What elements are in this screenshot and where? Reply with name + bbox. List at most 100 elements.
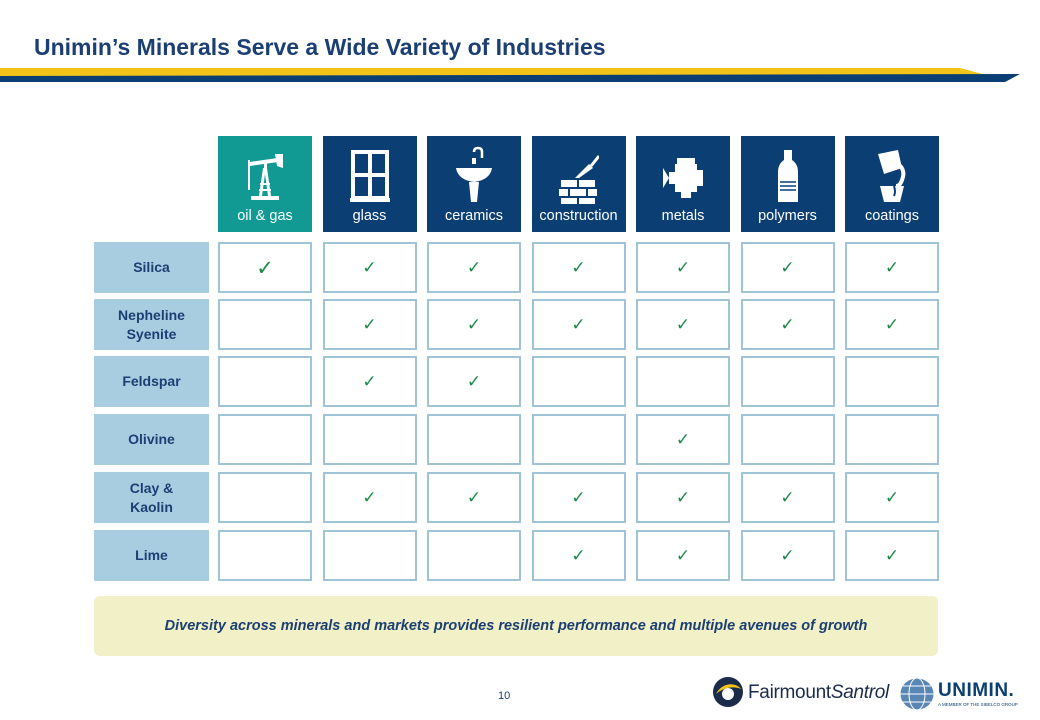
check-mark-cell: ✓ <box>322 472 417 523</box>
window-icon <box>349 150 390 202</box>
check-mark-cell: ✓ <box>845 530 939 581</box>
check-mark-cell: ✓ <box>322 299 417 350</box>
check-mark-cell: ✓ <box>636 299 730 350</box>
empty-cell <box>218 472 312 523</box>
check-mark-cell: ✓ <box>845 472 939 523</box>
check-mark-cell: ✓ <box>845 299 939 350</box>
oil-pump-icon <box>248 154 283 200</box>
check-mark-cell: ✓ <box>636 472 730 523</box>
check-mark-cell: ✓ <box>740 299 835 350</box>
empty-cell <box>218 356 312 407</box>
industry-header-oil-gas: oil & gas <box>218 136 312 232</box>
empty-cell <box>322 530 417 581</box>
empty-cell <box>740 356 835 407</box>
check-icon: ✓ <box>884 487 900 508</box>
check-mark-cell: ✓ <box>531 242 626 293</box>
check-icon: ✓ <box>362 257 377 278</box>
empty-cell <box>740 414 835 465</box>
industry-label: polymers <box>758 208 817 224</box>
mineral-label: Lime <box>94 530 209 581</box>
check-icon: ✓ <box>466 257 482 278</box>
unimin-logo: UNIMIN. A MEMBER OF THE SIBELCO GROUP <box>898 672 1022 716</box>
check-icon: ✓ <box>466 314 482 335</box>
check-mark-cell: ✓ <box>740 242 835 293</box>
engine-icon <box>663 158 703 198</box>
mineral-label: Clay & Kaolin <box>94 472 209 523</box>
check-icon: ✓ <box>675 545 691 566</box>
check-icon: ✓ <box>780 487 795 508</box>
diversity-banner: Diversity across minerals and markets pr… <box>94 596 938 656</box>
check-icon: ✓ <box>362 314 377 335</box>
check-mark-cell: ✓ <box>322 242 417 293</box>
check-icon: ✓ <box>362 487 377 508</box>
fairmount-swoosh-icon <box>713 677 743 707</box>
fairmount-santrol-logo: FairmountSantrol <box>712 676 892 710</box>
unimin-wordmark: UNIMIN. <box>938 680 1015 701</box>
check-icon: ✓ <box>780 545 795 566</box>
check-mark-cell: ✓ <box>740 472 835 523</box>
check-icon: ✓ <box>884 257 900 278</box>
check-mark-cell: ✓ <box>845 242 939 293</box>
check-icon: ✓ <box>675 314 691 335</box>
slide-title: Unimin’s Minerals Serve a Wide Variety o… <box>34 34 606 60</box>
paint-pour-icon <box>878 150 906 202</box>
industry-label: glass <box>352 208 387 224</box>
empty-cell <box>427 530 521 581</box>
empty-cell <box>531 356 626 407</box>
industry-header-glass: glass <box>322 136 417 232</box>
mineral-label: Silica <box>94 242 209 293</box>
check-mark-cell: ✓ <box>636 530 730 581</box>
industry-header-coatings: coatings <box>845 136 939 232</box>
globe-icon <box>899 677 935 711</box>
check-icon: ✓ <box>362 371 377 392</box>
empty-cell <box>636 356 730 407</box>
industry-label: coatings <box>864 208 919 224</box>
check-mark-cell: ✓ <box>531 530 626 581</box>
mineral-label: Olivine <box>94 414 209 465</box>
check-mark-cell: ✓ <box>636 242 730 293</box>
check-mark-cell: ✓ <box>531 299 626 350</box>
industry-label: construction <box>539 208 618 224</box>
empty-cell <box>218 299 312 350</box>
check-icon: ✓ <box>466 371 482 392</box>
industry-header-construction: construction <box>531 136 626 232</box>
empty-cell <box>218 414 312 465</box>
check-icon: ✓ <box>780 314 795 335</box>
industry-label: ceramics <box>444 208 503 224</box>
check-icon: ✓ <box>466 487 482 508</box>
check-icon: ✓ <box>675 487 691 508</box>
check-mark-cell: ✓ <box>427 299 521 350</box>
empty-cell <box>218 530 312 581</box>
sink-icon <box>456 146 492 202</box>
check-icon: ✓ <box>571 314 586 335</box>
mineral-label: Feldspar <box>94 356 209 407</box>
check-mark-cell: ✓ <box>322 356 417 407</box>
check-mark-cell: ✓ <box>427 472 521 523</box>
industry-label: oil & gas <box>237 208 293 224</box>
check-icon: ✓ <box>256 255 274 280</box>
empty-cell <box>845 414 939 465</box>
industry-label: metals <box>661 208 705 224</box>
empty-cell <box>845 356 939 407</box>
brick-trowel-icon <box>558 155 599 204</box>
check-icon: ✓ <box>571 487 586 508</box>
mineral-label: Nepheline Syenite <box>94 299 209 350</box>
page-number: 10 <box>498 690 511 702</box>
check-icon: ✓ <box>675 257 691 278</box>
check-mark-cell: ✓ <box>531 472 626 523</box>
empty-cell <box>531 414 626 465</box>
bottle-icon <box>777 150 798 202</box>
check-mark-cell: ✓ <box>740 530 835 581</box>
industry-header-ceramics: ceramics <box>427 136 521 232</box>
check-icon: ✓ <box>675 429 691 450</box>
fairmount-santrol-wordmark: FairmountSantrol <box>748 682 889 703</box>
check-icon: ✓ <box>884 314 900 335</box>
unimin-tagline: A MEMBER OF THE SIBELCO GROUP <box>938 702 1018 707</box>
check-icon: ✓ <box>884 545 900 566</box>
title-underline-bar <box>0 68 1020 82</box>
industry-header-metals: metals <box>636 136 730 232</box>
check-mark-cell: ✓ <box>427 242 521 293</box>
check-mark-cell: ✓ <box>427 356 521 407</box>
check-icon: ✓ <box>780 257 795 278</box>
check-mark-cell: ✓ <box>218 242 312 293</box>
